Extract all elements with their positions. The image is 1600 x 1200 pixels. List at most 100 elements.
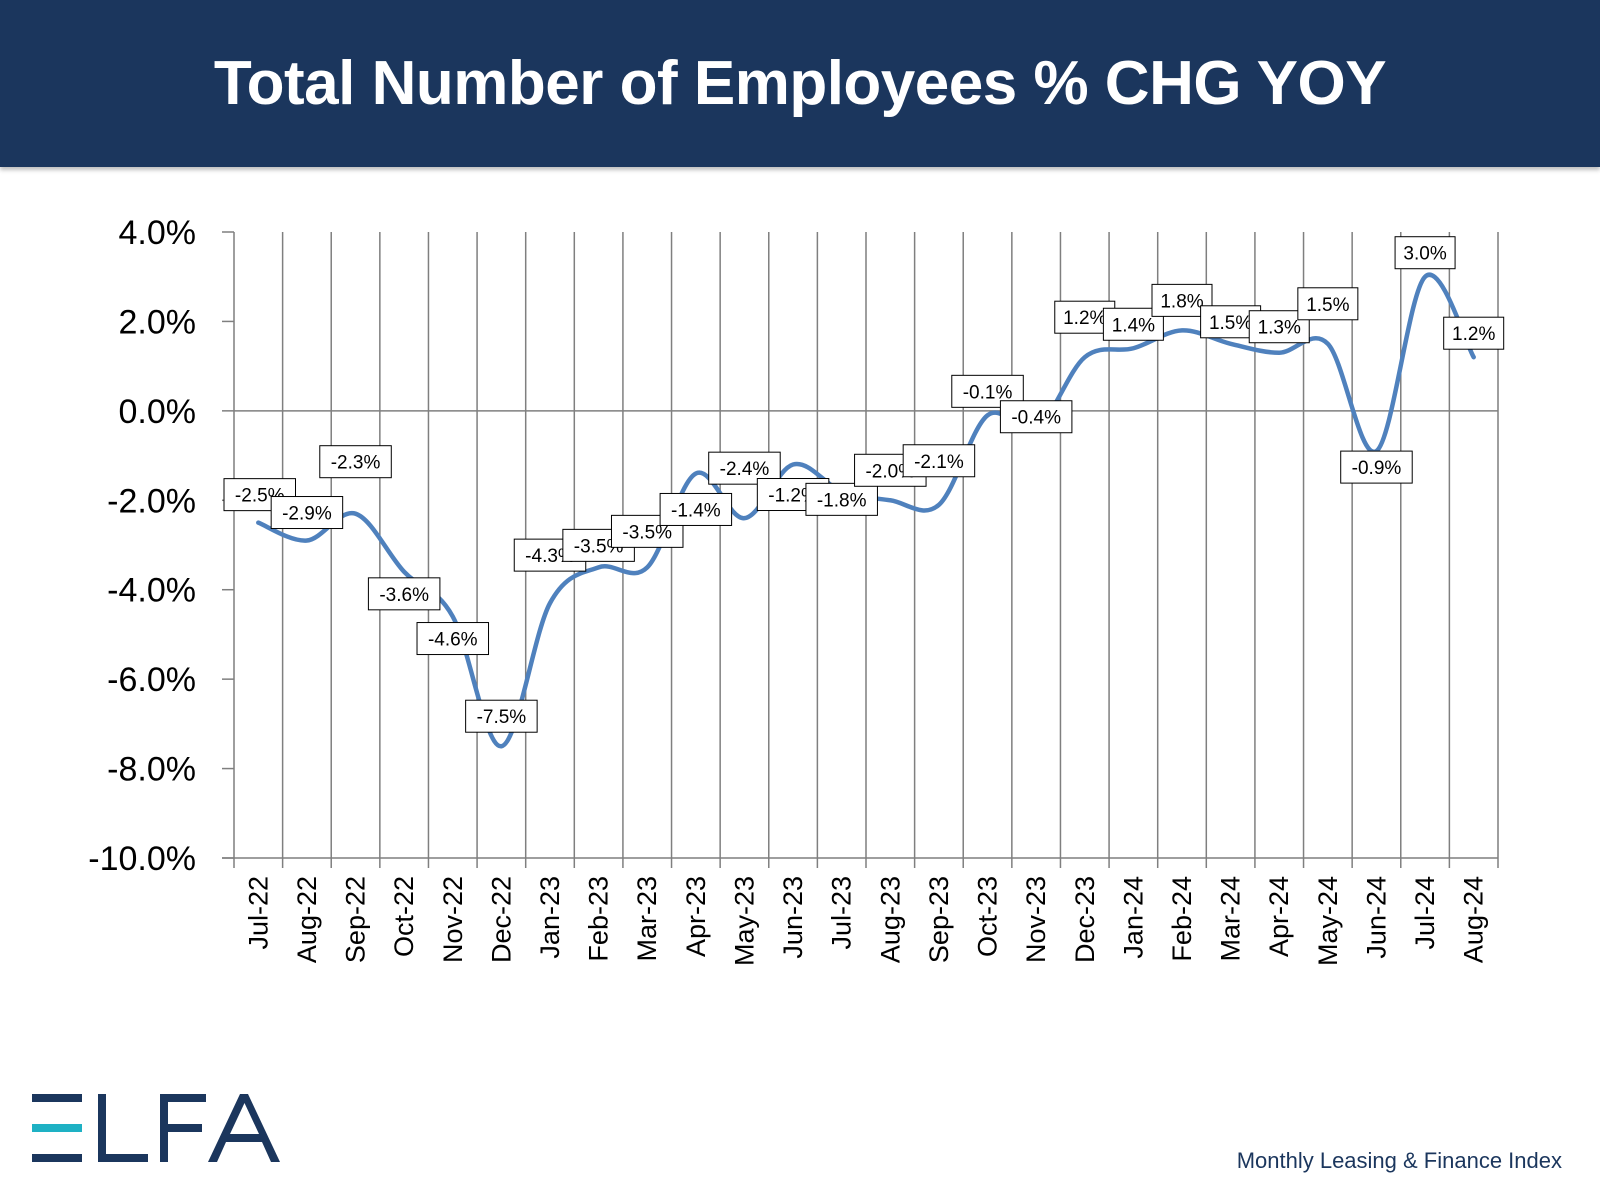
data-label: -2.1%	[902, 444, 976, 478]
x-tick-label: Jan-23	[535, 876, 565, 959]
x-tick-label: Nov-23	[1021, 876, 1051, 963]
x-tick-label: Oct-23	[973, 876, 1003, 957]
data-label-box	[1340, 450, 1413, 484]
x-tick-label: Dec-23	[1070, 876, 1100, 963]
x-tick-label: Mar-24	[1216, 876, 1246, 962]
x-tick-label: Aug-24	[1459, 876, 1489, 963]
x-tick-label: Jul-22	[243, 876, 273, 950]
data-label-text: -0.4%	[1011, 408, 1061, 429]
data-label: -4.6%	[416, 622, 490, 656]
data-label: -3.6%	[367, 577, 441, 611]
data-label-text: -1.8%	[817, 490, 867, 511]
data-label-box	[902, 444, 976, 478]
data-label-text: 1.4%	[1112, 315, 1155, 336]
data-label-text: -0.9%	[1352, 458, 1402, 479]
data-label-text: -2.4%	[720, 459, 770, 480]
y-tick-label: -2.0%	[107, 482, 196, 520]
x-tick-label: Mar-23	[632, 876, 662, 962]
data-label-box	[270, 496, 344, 530]
data-label-box	[1297, 287, 1359, 321]
logo-letter-a	[208, 1094, 280, 1162]
logo-bar-middle	[32, 1124, 82, 1132]
x-tick-label: Jul-24	[1410, 876, 1440, 950]
data-label-text: -3.6%	[379, 585, 429, 606]
data-label-box	[999, 400, 1073, 434]
x-tick-label: Nov-22	[438, 876, 468, 963]
x-tick-label: Oct-22	[389, 876, 419, 957]
data-label: 3.0%	[1394, 236, 1456, 270]
data-label-text: -4.6%	[428, 630, 478, 651]
data-label-text: 3.0%	[1403, 244, 1446, 265]
data-label: -1.8%	[805, 482, 878, 516]
logo-bar-bottom	[32, 1154, 82, 1162]
data-label-text: 1.5%	[1306, 295, 1349, 316]
x-tick-label: May-24	[1313, 876, 1343, 966]
grid-lines	[281, 232, 1499, 858]
data-label-text: 1.5%	[1209, 313, 1252, 334]
data-label: -0.9%	[1340, 450, 1413, 484]
data-label-text: 1.8%	[1160, 291, 1203, 312]
data-label-box	[367, 577, 441, 611]
data-label-text: -1.4%	[671, 500, 721, 521]
elfa-logo	[32, 1094, 280, 1162]
x-tick-label: Jul-23	[827, 876, 857, 950]
data-label: 1.5%	[1297, 287, 1359, 321]
data-label: 1.5%	[1200, 305, 1262, 339]
data-labels: -2.5%-2.9%-2.3%-3.6%-4.6%-7.5%-4.3%-3.5%…	[223, 236, 1505, 733]
data-label: 1.3%	[1248, 310, 1310, 344]
data-label: -2.9%	[270, 496, 344, 530]
x-tick-label: Jan-24	[1118, 876, 1148, 959]
y-tick-label: 0.0%	[119, 393, 197, 431]
y-tick-label: -4.0%	[107, 572, 196, 610]
data-label-box	[1443, 316, 1505, 350]
data-label-text: 1.3%	[1258, 318, 1301, 339]
data-label: -7.5%	[465, 699, 538, 733]
data-label-text: 1.2%	[1063, 308, 1106, 329]
x-tick-label: Sep-23	[924, 876, 954, 963]
line-chart: 4.0% 2.0% 0.0% -2.0% -4.0% -6.0% -8.0% -10.0% Ju…	[88, 214, 1505, 966]
x-tick-label: Jun-24	[1361, 876, 1391, 959]
data-label-text: -0.1%	[963, 382, 1013, 403]
data-label-box	[562, 528, 635, 562]
y-tick-label: 4.0%	[119, 214, 197, 252]
data-label: 1.8%	[1151, 283, 1213, 317]
data-label-text: -2.1%	[914, 452, 964, 473]
title-banner: Total Number of Employees % CHG YOY	[0, 0, 1600, 167]
data-label-box	[1151, 283, 1213, 317]
x-tick-label: Feb-23	[584, 876, 614, 962]
data-label: -0.4%	[999, 400, 1073, 434]
data-label: -1.4%	[659, 492, 733, 526]
axes: 4.0% 2.0% 0.0% -2.0% -4.0% -6.0% -8.0% -10.0% Ju…	[88, 214, 1499, 966]
data-label-box	[1394, 236, 1456, 270]
data-label: -3.5%	[610, 514, 684, 548]
x-tick-label: Sep-22	[341, 876, 371, 963]
data-label-text: 1.2%	[1452, 324, 1495, 345]
logo-letter-f	[160, 1094, 206, 1162]
x-tick-label: Jun-23	[778, 876, 808, 959]
logo-letter-l	[98, 1094, 148, 1162]
data-label-box	[805, 482, 878, 516]
x-tick-label: Aug-22	[292, 876, 322, 963]
x-tick-label: Dec-22	[486, 876, 516, 963]
data-label-text: -7.5%	[477, 707, 527, 728]
x-tick-label: Apr-24	[1264, 876, 1294, 957]
y-tick-label: 2.0%	[119, 303, 197, 341]
y-tick-label: -10.0%	[88, 840, 196, 878]
y-tick-label: -6.0%	[107, 661, 196, 699]
x-tick-label: Aug-23	[875, 876, 905, 963]
chart-title: Total Number of Employees % CHG YOY	[213, 49, 1387, 118]
data-label-text: -2.9%	[282, 504, 332, 525]
data-label-box	[416, 622, 490, 656]
data-label-text: -3.5%	[622, 522, 672, 543]
data-label-box	[319, 445, 392, 479]
x-tick-label: Apr-23	[681, 876, 711, 957]
data-label-box	[465, 699, 538, 733]
data-label-box	[659, 492, 733, 526]
footer-tagline: Monthly Leasing & Finance Index	[1236, 1148, 1562, 1173]
y-tick-label: -8.0%	[107, 751, 196, 789]
data-label: 1.2%	[1443, 316, 1505, 350]
data-label-text: -2.3%	[331, 453, 381, 474]
logo-bar-top	[32, 1094, 82, 1102]
x-tick-label: May-23	[729, 876, 759, 966]
data-label: -2.3%	[319, 445, 392, 479]
